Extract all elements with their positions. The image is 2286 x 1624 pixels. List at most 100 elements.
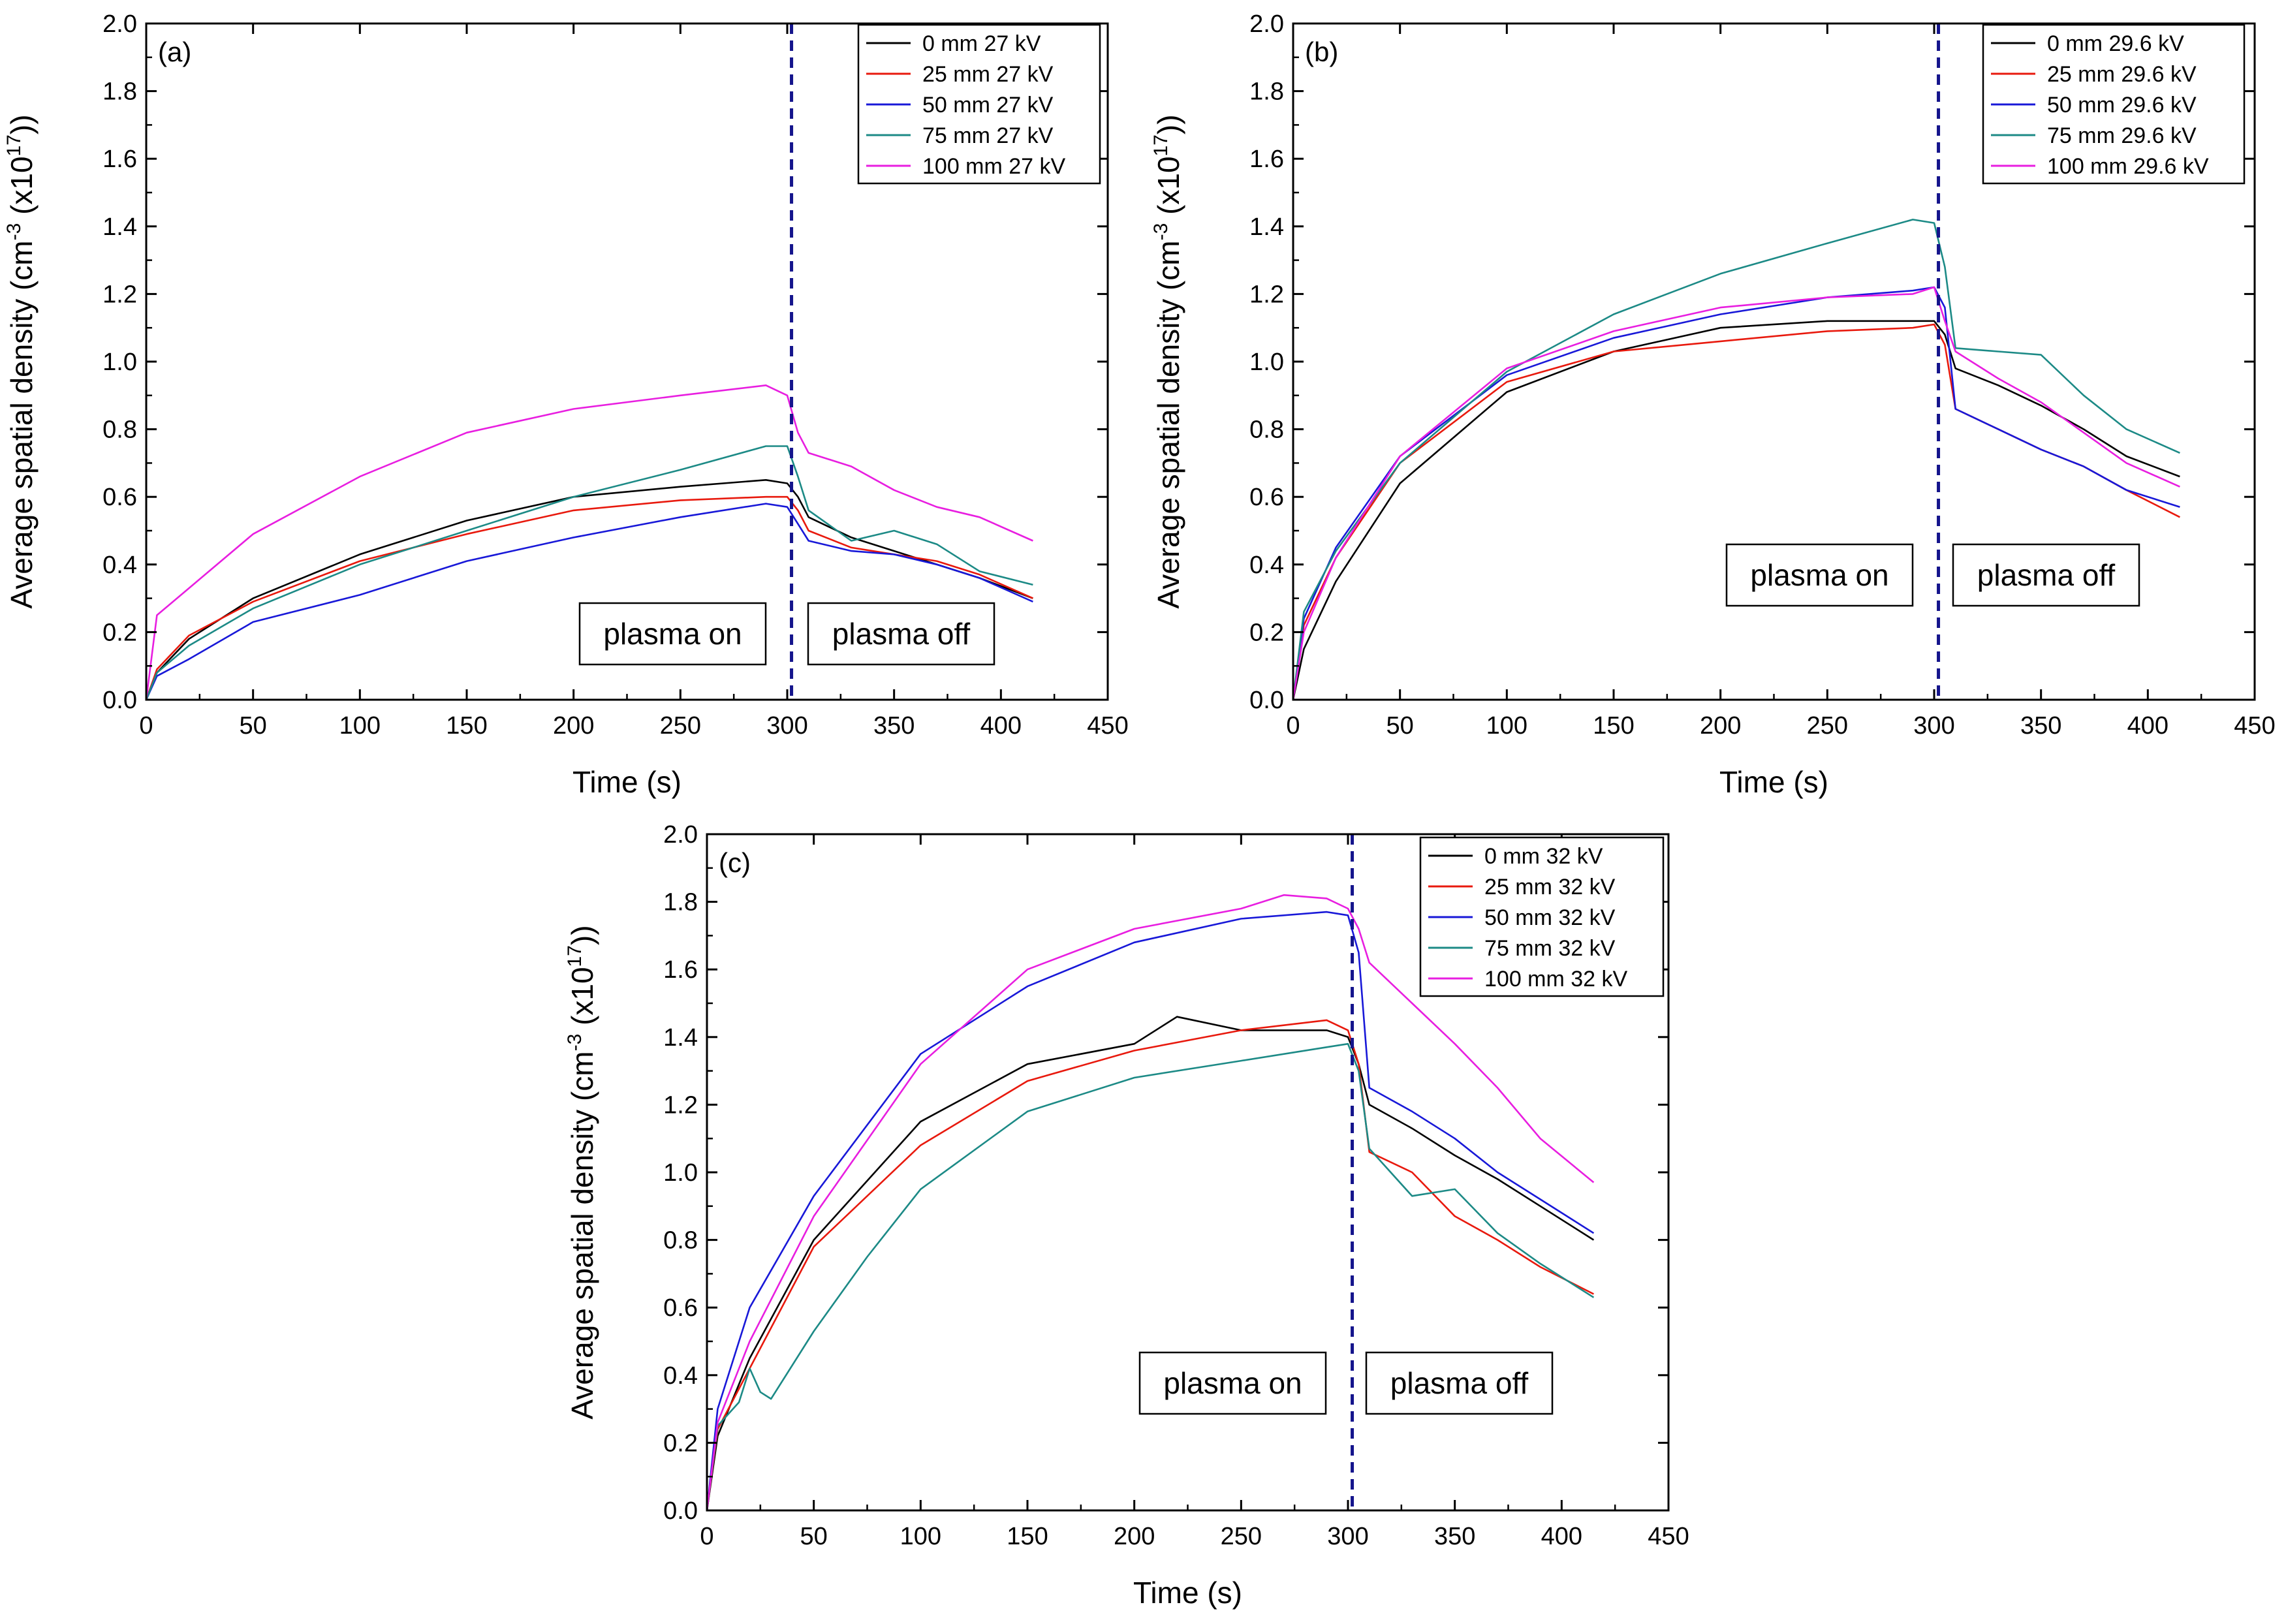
y-axis-title-part: -3 [1150, 223, 1172, 241]
x-axis-title: Time (s) [1719, 765, 1828, 799]
x-tick-label: 400 [980, 712, 1022, 740]
x-axis-title: Time (s) [572, 765, 681, 799]
x-tick-label: 200 [553, 712, 594, 740]
chart-panel-b: 0 50 100 150 200 250 300 350 400 450 0.0 0.2 0.4 0.6 0… [1150, 10, 2276, 799]
y-axis-title-part: 17 [3, 134, 25, 156]
y-axis-title-part: 17 [564, 945, 586, 967]
x-tick-label: 450 [1648, 1523, 1689, 1550]
x-tick-label: 450 [1087, 712, 1128, 740]
y-tick-label: 0.0 [1249, 687, 1284, 714]
x-tick-label: 150 [1593, 712, 1634, 740]
x-tick-label: 300 [766, 712, 807, 740]
x-tick-label: 250 [1807, 712, 1848, 740]
series-line-3 [1292, 219, 2180, 700]
y-tick-label: 1.0 [1249, 349, 1284, 376]
legend-label: 50 mm 27 kV [922, 93, 1054, 117]
x-tick-label: 100 [339, 712, 381, 740]
y-tick-label: 0.8 [1249, 416, 1284, 444]
chart-panel-a: 0 50 100 150 200 250 300 350 400 450 0.0 0.2 0.4 0.6 0… [3, 10, 1129, 799]
x-tick-label: 0 [1286, 712, 1300, 740]
series-line-4 [1292, 286, 2180, 700]
y-tick-label: 1.2 [102, 281, 137, 308]
series-line-1 [706, 1019, 1594, 1511]
series-line-4 [706, 894, 1595, 1511]
legend-label: 0 mm 29.6 kV [2047, 31, 2184, 56]
y-tick-label: 0.6 [1249, 484, 1284, 511]
legend-label: 75 mm 32 kV [1484, 936, 1616, 961]
panel-label: (a) [158, 37, 191, 67]
y-tick-label: 0.0 [102, 687, 137, 714]
x-tick-label: 150 [1007, 1523, 1048, 1550]
y-tick-label: 0.6 [663, 1294, 698, 1322]
y-tick-label: 1.0 [102, 349, 137, 376]
y-tick-label: 0.4 [1249, 552, 1284, 579]
x-tick-label: 350 [1434, 1523, 1475, 1550]
series-line-3 [706, 1042, 1595, 1511]
x-tick-label: 200 [1114, 1523, 1155, 1550]
series-line-0 [145, 478, 1033, 700]
y-tick-label: 0.2 [1249, 619, 1284, 646]
y-axis-title-part: -3 [564, 1034, 586, 1052]
legend-label: 50 mm 32 kV [1484, 905, 1616, 930]
y-tick-label: 0.0 [663, 1497, 698, 1525]
legend-label: 25 mm 29.6 kV [2047, 62, 2197, 87]
y-axis-title-part: )) [5, 114, 39, 134]
x-axis-title: Time (s) [1133, 1576, 1242, 1610]
plasma-off-box-label: plasma off [1390, 1366, 1529, 1400]
y-tick-label: 0.8 [102, 416, 137, 444]
plasma-on-box [1138, 1351, 1327, 1415]
series-line-0 [1292, 320, 2180, 700]
panel-label: (b) [1305, 37, 1338, 67]
y-tick-label: 0.4 [663, 1362, 698, 1390]
y-tick-label: 1.8 [663, 889, 698, 916]
plasma-on-box-label: plasma on [603, 617, 742, 651]
x-tick-label: 50 [1386, 712, 1414, 740]
x-tick-label: 150 [446, 712, 487, 740]
x-tick-label: 200 [1700, 712, 1741, 740]
y-axis-title-part: Average spatial density (cm [5, 240, 39, 608]
plasma-off-box-label: plasma off [1977, 558, 2116, 592]
y-tick-label: 1.6 [102, 146, 137, 173]
plasma-on-box [578, 602, 767, 666]
y-tick-label: 2.0 [663, 821, 698, 849]
y-axis-title: Average spatial density (cm-3 (x1017)) [3, 114, 39, 608]
y-tick-label: 1.8 [1249, 78, 1284, 106]
series-line-0 [706, 1016, 1595, 1511]
y-tick-label: 0.2 [663, 1429, 698, 1457]
x-tick-label: 50 [800, 1523, 828, 1550]
legend-label: 25 mm 32 kV [1484, 875, 1616, 899]
x-tick-label: 50 [240, 712, 267, 740]
y-axis-title: Average spatial density (cm-3 (x1017)) [1150, 114, 1185, 608]
y-tick-label: 1.2 [1249, 281, 1284, 308]
plasma-on-box-label: plasma on [1163, 1366, 1302, 1400]
y-tick-label: 1.4 [102, 213, 137, 241]
series-line-1 [145, 495, 1033, 700]
y-axis-title-part: (x10 [565, 967, 599, 1033]
series-line-1 [1292, 323, 2180, 700]
plasma-off-box [1952, 543, 2140, 607]
plasma-off-box-label: plasma off [832, 617, 971, 651]
legend-label: 0 mm 27 kV [922, 31, 1041, 56]
x-tick-label: 100 [1486, 712, 1527, 740]
y-axis-title-part: 17 [1150, 134, 1172, 156]
y-axis-title-part: Average spatial density (cm [565, 1051, 599, 1419]
y-tick-label: 1.6 [1249, 146, 1284, 173]
y-tick-label: 0.4 [102, 552, 137, 579]
plasma-on-box-label: plasma on [1750, 558, 1888, 592]
x-tick-label: 300 [1913, 712, 1954, 740]
y-tick-label: 0.2 [102, 619, 137, 646]
plasma-on-box [1725, 543, 1914, 607]
y-axis-title-part: )) [565, 925, 599, 945]
y-tick-label: 0.6 [102, 484, 137, 511]
plasma-off-box [807, 602, 995, 666]
x-tick-label: 300 [1327, 1523, 1368, 1550]
y-axis-title: Average spatial density (cm-3 (x1017)) [564, 925, 599, 1419]
x-tick-label: 350 [2020, 712, 2061, 740]
x-tick-label: 450 [2234, 712, 2275, 740]
y-tick-label: 2.0 [1249, 10, 1284, 38]
x-tick-label: 250 [660, 712, 701, 740]
y-tick-label: 1.6 [663, 956, 698, 984]
legend-label: 75 mm 27 kV [922, 123, 1054, 148]
x-tick-label: 100 [900, 1523, 941, 1550]
